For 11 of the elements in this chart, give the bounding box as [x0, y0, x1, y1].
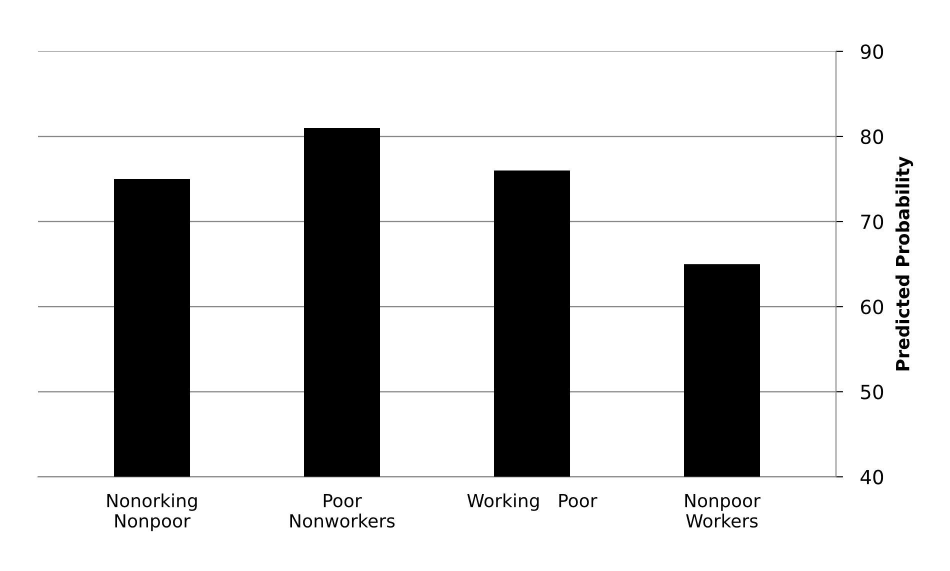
x-tick-label: Poor Nonworkers: [290, 494, 395, 528]
x-tick-label: Nonorking Nonpoor: [107, 493, 197, 532]
y-tick-label: 60: [860, 300, 884, 314]
y-tick-label: 90: [860, 44, 884, 60]
y-tick-label: 40: [860, 470, 884, 484]
y-tick-label: 70: [861, 214, 884, 230]
x-tick-label: Nonpoor Workers: [685, 494, 760, 528]
x-tick-label: Working Poor: [467, 493, 598, 511]
y-tick-label: 50: [861, 384, 884, 400]
y-axis-title: Predicted Probability: [895, 156, 914, 370]
y-tick-label: 80: [860, 129, 884, 144]
